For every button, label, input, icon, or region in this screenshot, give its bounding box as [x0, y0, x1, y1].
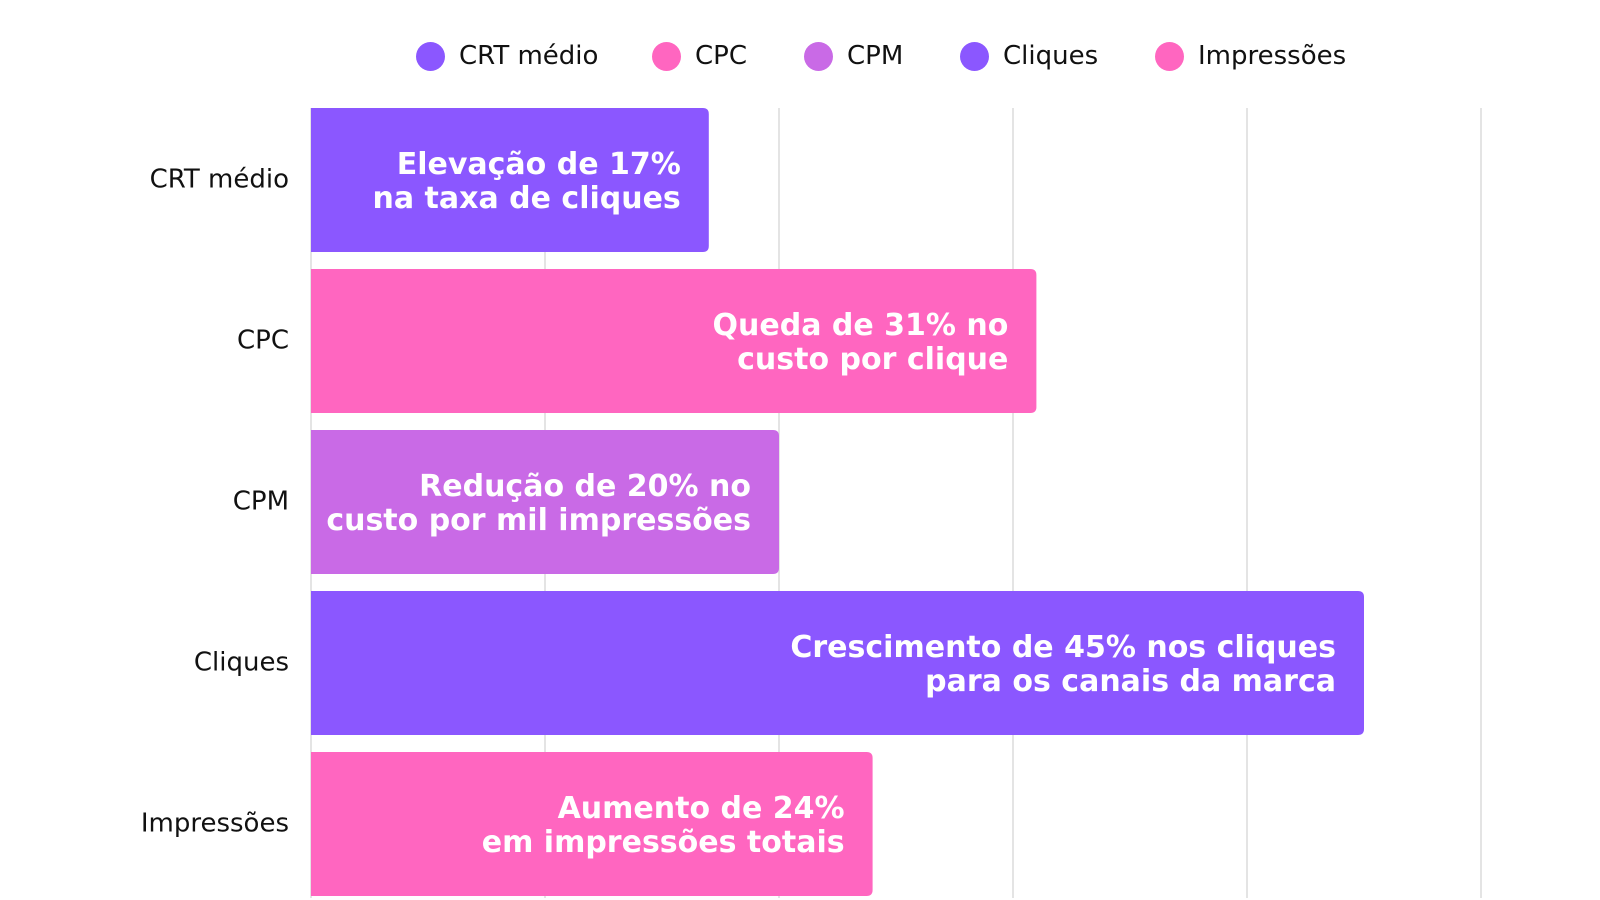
- bar-annotation-line: custo por clique: [737, 342, 1008, 377]
- legend-label-impressoes: Impressões: [1198, 41, 1347, 71]
- bar-annotation-line: Aumento de 24%: [558, 791, 845, 826]
- legend-label-crt-medio: CRT médio: [459, 41, 599, 71]
- bar-annotation-cpm: Redução de 20% no custo por mil impressõe…: [326, 469, 751, 538]
- bar-cpm: [311, 430, 779, 574]
- legend-swatch-crt-medio: [416, 41, 445, 71]
- bar-impressoes: [311, 752, 873, 896]
- legend-item-cpc: CPC: [652, 34, 747, 78]
- category-label-cpm: CPM: [233, 487, 289, 517]
- bar-annotation-impressoes: Aumento de 24% em impressões totais: [482, 791, 845, 860]
- category-label-cpc: CPC: [237, 326, 289, 356]
- bar-crt-medio: [311, 108, 709, 252]
- legend-label-cpc: CPC: [695, 41, 747, 71]
- legend-item-cpm: CPM: [804, 34, 903, 78]
- bar-annotation-line: Queda de 31% no: [713, 308, 1009, 343]
- legend-label-cliques: Cliques: [1003, 41, 1099, 71]
- bar-cpc: [311, 269, 1037, 413]
- legend-item-impressoes: Impressões: [1155, 34, 1346, 78]
- bar-annotation-line: Elevação de 17%: [397, 147, 681, 182]
- legend-item-crt-medio: CRT médio: [416, 34, 598, 78]
- bar-annotation-cpc: Queda de 31% no custo por clique: [713, 308, 1009, 377]
- category-label-impressoes: Impressões: [141, 809, 289, 839]
- bar-cliques: [311, 591, 1364, 735]
- bar-annotation-line: Crescimento de 45% nos cliques: [790, 630, 1336, 665]
- bar-annotation-line: em impressões totais: [482, 825, 845, 860]
- legend: CRT médio CPC CPM Cliques Impressões: [0, 34, 1600, 78]
- bar-annotation-line: na taxa de cliques: [372, 181, 680, 216]
- legend-swatch-impressoes: [1155, 41, 1184, 71]
- category-label-cliques: Cliques: [194, 648, 289, 678]
- legend-item-cliques: Cliques: [960, 34, 1098, 78]
- bar-annotation-line: Redução de 20% no: [419, 469, 751, 504]
- bar-annotation-line: custo por mil impressões: [326, 503, 751, 538]
- category-label-crt-medio: CRT médio: [150, 165, 289, 195]
- legend-swatch-cpm: [804, 41, 833, 71]
- legend-swatch-cliques: [960, 41, 989, 71]
- legend-label-cpm: CPM: [847, 41, 904, 71]
- bar-annotation-line: para os canais da marca: [925, 664, 1336, 699]
- legend-swatch-cpc: [652, 41, 681, 71]
- bar-annotation-cliques: Crescimento de 45% nos cliques para os ca…: [790, 630, 1336, 699]
- bar-annotation-crt-medio: Elevação de 17% na taxa de cliques: [372, 147, 680, 216]
